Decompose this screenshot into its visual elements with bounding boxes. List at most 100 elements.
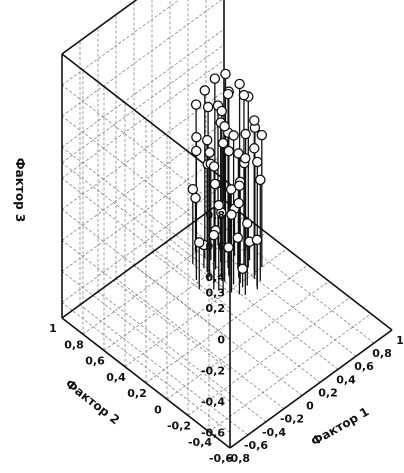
floor-grid-line: [166, 280, 330, 400]
x-axis-label: Фактор 1: [309, 404, 372, 448]
data-point: [208, 161, 220, 172]
wall-grid-line: [61, 146, 231, 278]
y-tick-label: 0,2: [127, 387, 147, 400]
y-tick-label: 0: [154, 403, 162, 416]
data-point: [190, 145, 202, 157]
frame-edge: [229, 329, 393, 449]
data-point: [240, 152, 251, 164]
z-tick-label: 0,6: [206, 240, 226, 253]
wall-grid-line: [61, 0, 137, 55]
data-point: [223, 242, 234, 253]
frame-edge: [61, 317, 231, 449]
y-axis-label: Фактор 2: [63, 376, 122, 427]
z-tick-label: -0,4: [201, 395, 225, 408]
wall-grid-line: [61, 44, 225, 163]
x-tick-label: 0,6: [354, 360, 374, 373]
data-point: [251, 234, 263, 246]
wall-grid-line: [61, 91, 225, 210]
data-point: [226, 209, 237, 220]
data-point: [222, 88, 234, 100]
z-tick-label: 0,8: [206, 209, 226, 222]
wall-grid-line: [61, 271, 231, 402]
floor-grid-line: [145, 264, 309, 384]
wall-grid-line: [61, 84, 231, 216]
data-point: [256, 129, 268, 141]
data-point: [187, 183, 199, 195]
data-point: [213, 199, 224, 211]
data-point: [193, 237, 205, 248]
x-tick-label: 0,8: [372, 347, 392, 360]
z-tick-label: 0: [217, 333, 225, 346]
x-tick-label: 1: [396, 334, 404, 347]
data-point: [216, 105, 227, 117]
points: [187, 68, 268, 275]
wall-grid-line: [61, 59, 225, 179]
data-point: [217, 137, 229, 149]
data-point: [234, 180, 245, 191]
wall-grid-line: [61, 0, 180, 86]
z-tick-label: 0,2: [206, 302, 226, 315]
y-tick-label: 0,6: [85, 355, 105, 368]
wall-grid-line: [61, 302, 231, 433]
data-point: [202, 101, 214, 113]
y-tick-label: 0,4: [106, 371, 126, 384]
z-tick-label: 0,4: [206, 271, 226, 284]
frame-edge: [61, 0, 138, 55]
wall-grid-line: [61, 0, 223, 117]
wall-grid-line: [61, 177, 231, 309]
data-point: [233, 197, 244, 209]
data-point: [199, 85, 211, 96]
data-point: [201, 134, 213, 146]
z-tick-label: -0,2: [201, 364, 225, 377]
z-tick-label: 0,3: [206, 287, 226, 300]
frame-edge: [61, 53, 231, 185]
y-tick-label: -0,2: [167, 420, 191, 433]
x-tick-label: 0,4: [336, 373, 356, 386]
wall-grid-line: [61, 240, 231, 371]
floor-grid-line: [97, 291, 267, 423]
x-tick-label: 0,2: [318, 386, 338, 399]
tick-labels: -0,6-0,4-0,200,20,30,40,60,81-0,6-0,4-0,…: [49, 178, 404, 465]
data-point: [190, 192, 201, 204]
x-tick-label: -0,6: [244, 439, 268, 452]
data-point: [237, 263, 248, 275]
wall-grid-line: [61, 28, 225, 148]
z-tick-label: -0,6: [201, 426, 225, 439]
x-tick-label: -0,8: [226, 452, 250, 465]
data-point: [209, 73, 221, 84]
y-tick-label: 0,8: [64, 338, 84, 351]
wall-grid-line: [61, 209, 231, 340]
floor-grid-line: [103, 232, 267, 351]
data-point: [219, 121, 230, 132]
floor-grid-line: [208, 313, 372, 433]
data-point: [191, 131, 202, 143]
data-point: [209, 178, 221, 190]
z-tick-label: 1: [217, 178, 225, 191]
data-point: [208, 229, 220, 241]
data-point: [223, 145, 235, 157]
data-point: [241, 218, 253, 229]
x-tick-label: -0,2: [280, 413, 304, 426]
wall-grid-line: [61, 115, 231, 247]
wall-grid-line: [61, 162, 231, 293]
data-point: [249, 115, 260, 126]
x-tick-label: -0,4: [262, 426, 286, 439]
data-point: [234, 78, 245, 90]
data-point: [228, 130, 239, 141]
data-point: [249, 143, 260, 154]
z-axis-label: Фактор 3: [13, 158, 27, 222]
y-tick-label: -0,4: [188, 436, 212, 449]
data-point: [255, 174, 266, 186]
data-point: [204, 147, 215, 158]
data-point: [252, 156, 263, 168]
data-point: [240, 128, 251, 140]
data-point: [220, 68, 231, 80]
data-point: [238, 89, 250, 101]
floor-grid-line: [133, 265, 303, 396]
data-point: [232, 232, 244, 244]
data-point: [190, 99, 202, 110]
y-tick-label: 1: [49, 322, 57, 335]
floor-grid-line: [187, 297, 351, 416]
floor-grid-line: [169, 239, 339, 370]
